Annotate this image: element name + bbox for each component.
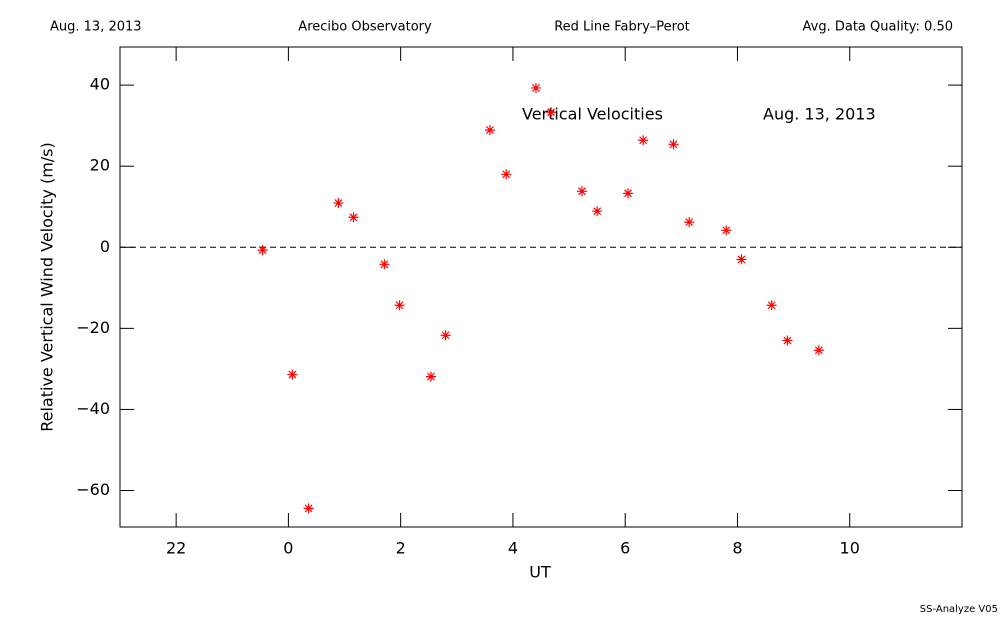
data-point: [546, 107, 557, 118]
x-axis-label: UT: [529, 563, 551, 582]
data-point: [813, 345, 824, 356]
data-point: [721, 225, 732, 236]
y-tick-label: −20: [76, 318, 110, 337]
data-point: [501, 169, 512, 180]
x-tick-label: 10: [840, 539, 860, 558]
data-point: [394, 300, 405, 311]
data-point: [379, 259, 390, 270]
data-point: [530, 82, 541, 93]
y-axis-label: Relative Vertical Wind Velocity (m/s): [38, 142, 57, 432]
data-point: [782, 335, 793, 346]
data-point: [257, 245, 268, 256]
data-point: [668, 139, 679, 150]
annotation: Aug. 13, 2013: [763, 105, 876, 124]
data-point: [736, 254, 747, 265]
data-point: [684, 217, 695, 228]
data-point: [592, 206, 603, 217]
x-tick-label: 4: [508, 539, 518, 558]
y-tick-label: −40: [76, 399, 110, 418]
data-point: [333, 198, 344, 209]
header-quality: Avg. Data Quality: 0.50: [803, 20, 953, 35]
plot-frame: [119, 46, 963, 528]
data-point: [576, 186, 587, 197]
data-point: [766, 300, 777, 311]
data-point: [425, 371, 436, 382]
y-tick-label: 0: [100, 237, 110, 256]
data-point: [440, 330, 451, 341]
header-date: Aug. 13, 2013: [50, 20, 142, 35]
x-tick-label: 8: [732, 539, 742, 558]
y-tick-label: −60: [76, 480, 110, 499]
y-tick-label: 20: [90, 156, 110, 175]
header-instrument: Red Line Fabry–Perot: [554, 20, 690, 35]
data-point: [287, 369, 298, 380]
data-point: [303, 503, 314, 514]
x-tick-label: 22: [166, 539, 186, 558]
footer: SS-Analyze V05: [920, 604, 998, 615]
annotation: Vertical Velocities: [522, 105, 663, 124]
x-tick-label: 2: [396, 539, 406, 558]
x-tick-label: 6: [620, 539, 630, 558]
header-site: Arecibo Observatory: [298, 20, 432, 35]
x-tick-label: 0: [283, 539, 293, 558]
data-point: [484, 125, 495, 136]
data-point: [348, 212, 359, 223]
y-tick-label: 40: [90, 75, 110, 94]
data-point: [638, 135, 649, 146]
data-point: [623, 188, 634, 199]
